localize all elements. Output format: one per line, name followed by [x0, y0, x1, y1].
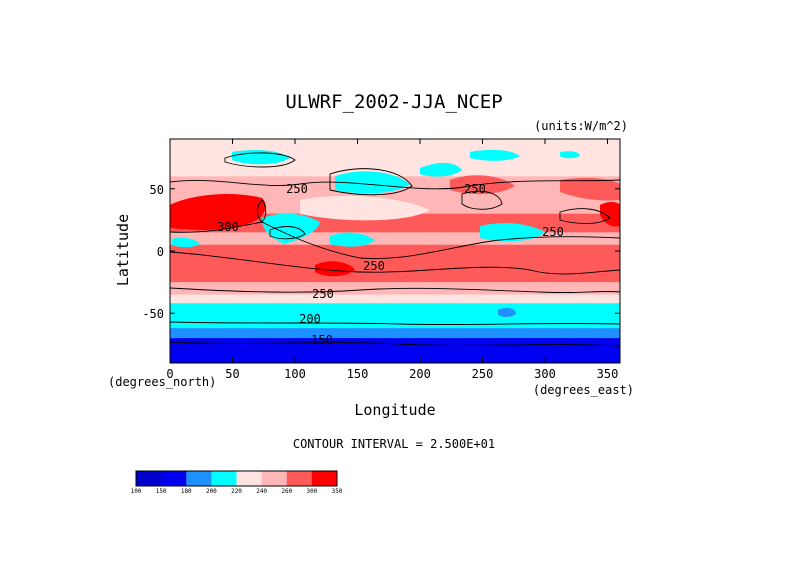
x-tick-label: 350: [597, 367, 619, 381]
pacific-max: [315, 261, 355, 277]
zonal-band: [170, 139, 620, 152]
x-axis: 0 50 100 150 200 250 300 350: [166, 139, 618, 381]
colorbar-tick-label: 260: [281, 488, 292, 495]
zonal-band: [170, 263, 620, 283]
colorbar-tick-label: 200: [206, 488, 217, 495]
x-tick-label: 50: [225, 367, 239, 381]
colorbar: 100 150 180 200 220 240 260 300 350: [131, 470, 343, 495]
arctic-cyan-2: [335, 171, 410, 194]
indo-convection: [262, 213, 320, 244]
colorbar-segment: [261, 471, 288, 486]
colorbar-segment: [286, 471, 313, 486]
x-axis-title: Longitude: [354, 401, 435, 419]
contour-label: 150: [311, 333, 333, 347]
contour-interval-footer: CONTOUR INTERVAL = 2.500E+01: [293, 437, 495, 451]
zonal-band: [170, 338, 620, 363]
africa-convection: [172, 237, 200, 248]
x-tick-label: 300: [534, 367, 556, 381]
contour-label: 200: [299, 312, 321, 326]
contour-label-layer: 250 250 300 250 250 250 200 150: [217, 182, 564, 347]
colorbar-segment: [161, 471, 187, 486]
shaded-field: [170, 139, 620, 363]
colorbar-tick-label: 240: [256, 488, 267, 495]
zonal-bands: [170, 139, 620, 363]
x-tick-label: 100: [284, 367, 306, 381]
contour-label: 300: [217, 220, 239, 234]
y-tick-label: 50: [150, 183, 164, 197]
regional-features: [170, 149, 620, 317]
contour-label: 250: [312, 287, 334, 301]
contour-label: 250: [363, 259, 385, 273]
contour-label: 250: [464, 182, 486, 196]
y-tick-label: -50: [142, 307, 164, 321]
zonal-band: [170, 303, 620, 320]
colorbar-segment: [186, 471, 212, 486]
chart-title: ULWRF_2002-JJA_NCEP: [285, 91, 502, 113]
y-tick-label: 0: [157, 245, 164, 259]
contour-label: 250: [286, 182, 308, 196]
y-axis-title: Latitude: [114, 214, 132, 286]
x-tick-label: 0: [166, 367, 173, 381]
contour-label: 250: [542, 225, 564, 239]
colorbar-segment: [211, 471, 237, 486]
colorbar-tick-label: 350: [332, 488, 343, 495]
colorbar-frame: [135, 470, 338, 487]
colorbar-tick-label: 100: [131, 488, 142, 495]
colorbar-tick-label: 220: [231, 488, 242, 495]
colorbar-tick-label: 150: [156, 488, 167, 495]
y-units: (degrees_north): [108, 375, 216, 389]
colorbar-segment: [311, 471, 338, 486]
colorbar-tick-label: 180: [181, 488, 192, 495]
colorbar-segment: [136, 471, 162, 486]
x-tick-label: 150: [347, 367, 369, 381]
sahara-max: [170, 194, 266, 230]
zonal-band: [170, 244, 620, 264]
units-label: (units:W/m^2): [534, 119, 628, 133]
x-tick-label: 250: [472, 367, 494, 381]
zonal-band: [170, 294, 620, 304]
contour-lines: [170, 152, 620, 347]
x-tick-label: 200: [409, 367, 431, 381]
x-units: (degrees_east): [533, 383, 634, 397]
y-axis: -50 0 50: [142, 183, 620, 321]
colorbar-tick-label: 300: [306, 488, 317, 495]
zonal-band: [170, 328, 620, 339]
colorbar-segment: [236, 471, 262, 486]
